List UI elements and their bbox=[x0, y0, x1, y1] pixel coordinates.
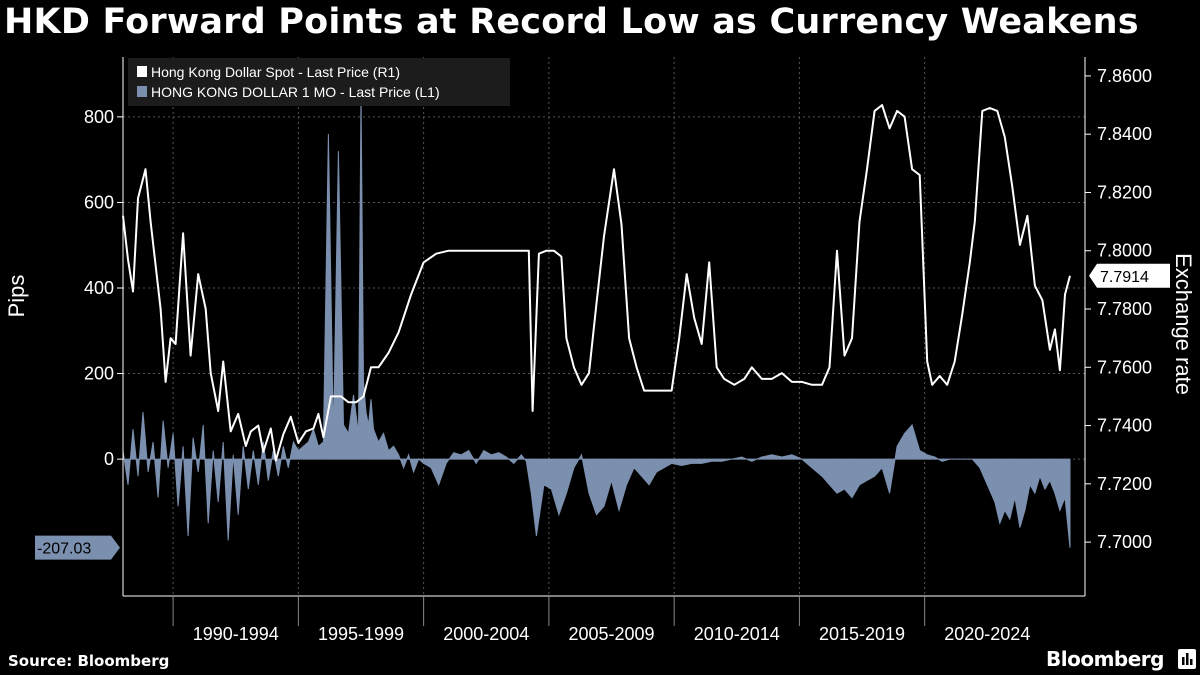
tick-label-x: 2015-2019 bbox=[819, 624, 905, 644]
tick-label-right: 7.7800 bbox=[1097, 299, 1152, 319]
tick-label-x: 2005-2009 bbox=[568, 624, 654, 644]
brand-wordmark: Bloomberg bbox=[1046, 647, 1164, 671]
tick-label-right: 7.7000 bbox=[1097, 532, 1152, 552]
tick-label-right: 7.7200 bbox=[1097, 474, 1152, 494]
tick-label-right: 7.8200 bbox=[1097, 182, 1152, 202]
tick-label-left: 0 bbox=[104, 449, 114, 469]
tick-label-left: 200 bbox=[84, 364, 114, 384]
last-value-label-forward: -207.03 bbox=[37, 541, 91, 558]
legend: Hong Kong Dollar Spot - Last Price (R1) … bbox=[128, 58, 510, 106]
last-value-flag-forward bbox=[35, 535, 120, 560]
last-value-marker-spot: 7.7914 bbox=[1089, 263, 1170, 288]
right-axis: 7.7000 7.7200 7.7400 7.7600 7.7800 7.8000 7.82… bbox=[1084, 57, 1152, 596]
forward-points-series bbox=[122, 91, 1071, 548]
legend-entry-spot: Hong Kong Dollar Spot - Last Price (R1) bbox=[151, 64, 400, 80]
tick-label-x: 1995-1999 bbox=[318, 624, 404, 644]
tick-label-right: 7.7600 bbox=[1097, 357, 1152, 377]
legend-entry-forward: HONG KONG DOLLAR 1 MO - Last Price (L1) bbox=[151, 84, 440, 100]
legend-swatch-forward bbox=[137, 86, 147, 97]
legend-background bbox=[128, 58, 510, 106]
forward-points-area bbox=[122, 91, 1071, 548]
tick-label-right: 7.8400 bbox=[1097, 124, 1152, 144]
spot-price-series bbox=[122, 104, 1071, 462]
x-axis: 1990-1994 1995-1999 2000-2004 2005-2009 2010… bbox=[123, 595, 1085, 644]
legend-swatch-spot bbox=[137, 66, 147, 77]
left-axis: 0 200 400 600 800 bbox=[84, 57, 124, 596]
tick-label-right: 7.8000 bbox=[1097, 241, 1152, 261]
source-note: Source: Bloomberg bbox=[8, 652, 170, 670]
tick-label-left: 400 bbox=[84, 278, 114, 298]
grid-lines bbox=[123, 57, 1085, 596]
last-value-label-spot: 7.7914 bbox=[1100, 269, 1149, 286]
left-axis-label: Pips bbox=[4, 275, 29, 318]
tick-label-left: 600 bbox=[84, 192, 114, 212]
last-value-flag-spot bbox=[1089, 263, 1170, 288]
chart-title: HKD Forward Points at Record Low as Curr… bbox=[4, 2, 1139, 42]
tick-label-x: 2020-2024 bbox=[944, 624, 1030, 644]
tick-label-right: 7.8600 bbox=[1097, 66, 1152, 86]
tick-label-left: 800 bbox=[84, 107, 114, 127]
tick-label-right: 7.7400 bbox=[1097, 416, 1152, 436]
spot-price-line bbox=[122, 104, 1071, 462]
tick-label-x: 1990-1994 bbox=[193, 624, 279, 644]
last-value-marker-forward: -207.03 bbox=[35, 535, 120, 560]
terminal-logo-icon bbox=[1178, 649, 1196, 669]
tick-label-x: 2010-2014 bbox=[694, 624, 780, 644]
right-axis-label: Exchange rate bbox=[1171, 253, 1196, 395]
tick-label-x: 2000-2004 bbox=[443, 624, 529, 644]
